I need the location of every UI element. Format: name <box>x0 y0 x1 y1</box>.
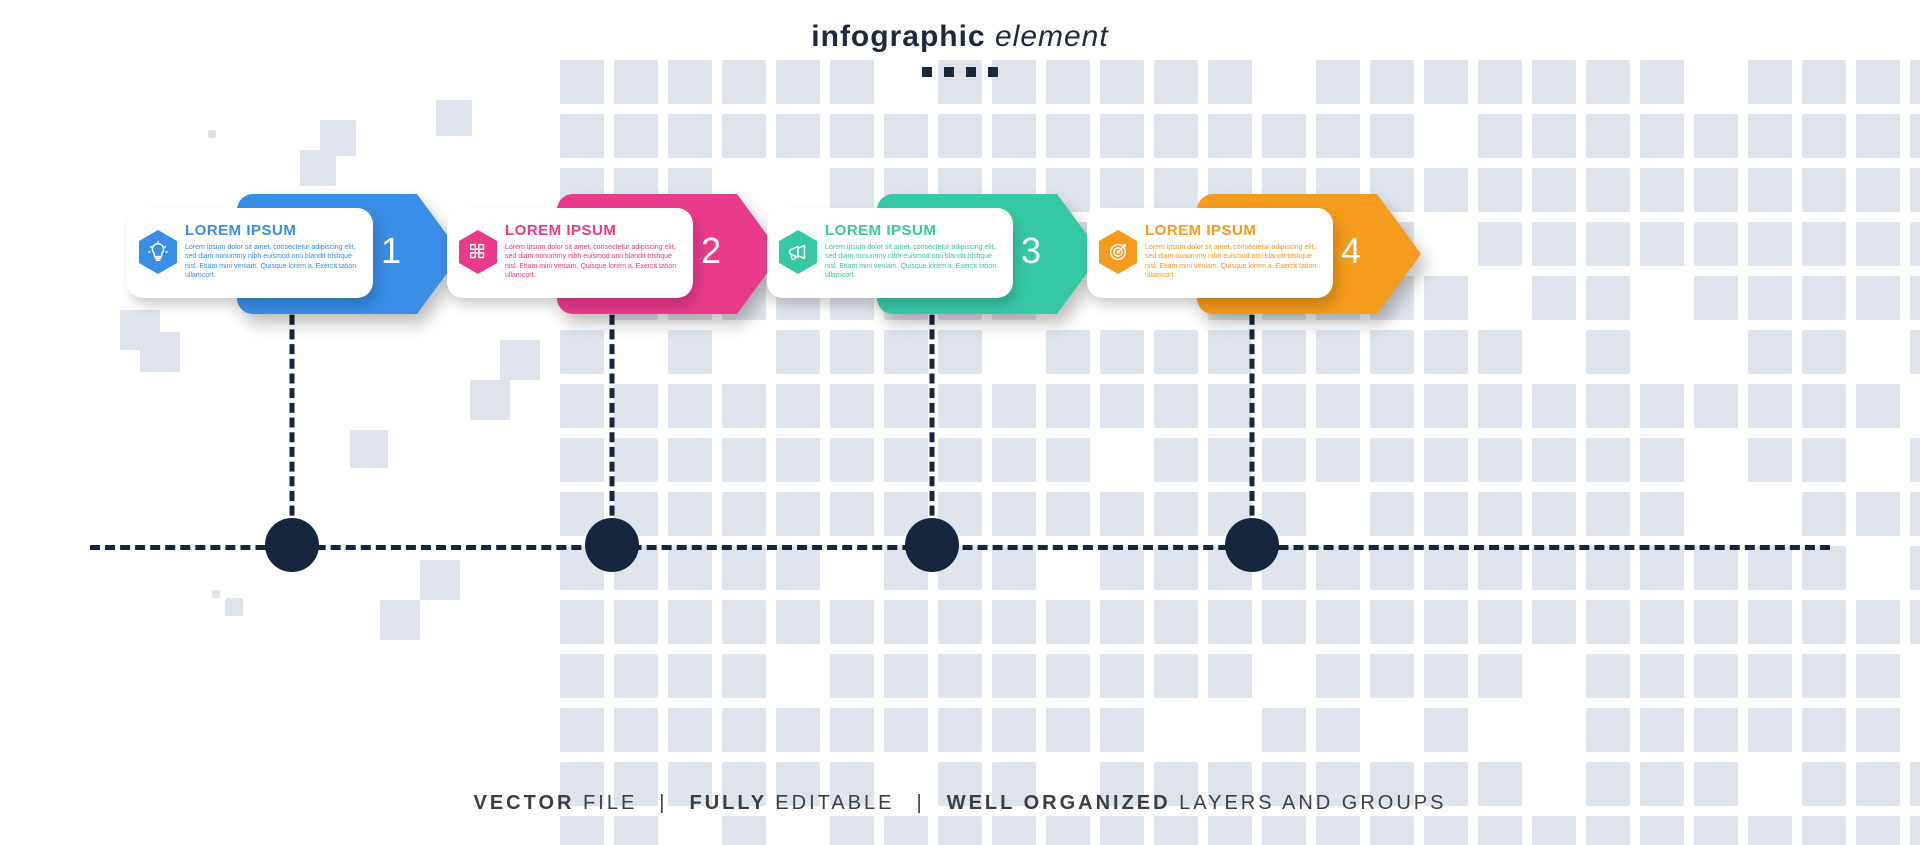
decor-dot <box>966 67 976 77</box>
footer-thin: LAYERS AND GROUPS <box>1179 792 1446 814</box>
title-word-1: infographic <box>811 20 985 53</box>
timeline-connector <box>610 300 615 545</box>
decor-dot <box>922 67 932 77</box>
footer-thin: EDITABLE <box>775 792 894 814</box>
timeline-node <box>905 518 959 572</box>
step-body: Lorem ipsum dolor sit amet, consectetur … <box>825 243 1003 281</box>
timeline-axis <box>90 545 1830 550</box>
page-title: infographic element <box>0 20 1920 54</box>
step-number: 4 <box>1341 230 1361 272</box>
timeline-node <box>585 518 639 572</box>
footer-strong: WELL ORGANIZED <box>947 792 1179 814</box>
footer-strong: FULLY <box>690 792 776 814</box>
step-title: LOREM IPSUM <box>1145 222 1323 239</box>
step-title: LOREM IPSUM <box>185 222 363 239</box>
step-number: 1 <box>381 230 401 272</box>
decor-dots <box>0 64 1920 82</box>
decor-dot <box>988 67 998 77</box>
timeline-connector <box>930 300 935 545</box>
step-body: Lorem ipsum dolor sit amet, consectetur … <box>185 243 363 281</box>
footer-thin: FILE <box>583 792 637 814</box>
title-word-2: element <box>995 20 1109 53</box>
footer-strong: VECTOR <box>474 792 584 814</box>
background-mosaic <box>0 0 1920 845</box>
step-title: LOREM IPSUM <box>505 222 683 239</box>
step-title: LOREM IPSUM <box>825 222 1003 239</box>
step-body: Lorem ipsum dolor sit amet, consectetur … <box>505 243 683 281</box>
infographic-stage: infographic element LOREM IPSUM Lorem ips… <box>0 0 1920 845</box>
footer-sep: | <box>917 792 925 814</box>
step-number: 2 <box>701 230 721 272</box>
timeline-node <box>265 518 319 572</box>
timeline-connector <box>1250 300 1255 545</box>
step-body: Lorem ipsum dolor sit amet, consectetur … <box>1145 243 1323 281</box>
decor-dot <box>944 67 954 77</box>
footer-sep: | <box>659 792 667 814</box>
timeline-node <box>1225 518 1279 572</box>
header: infographic element <box>0 20 1920 82</box>
step-number: 3 <box>1021 230 1041 272</box>
timeline-connector <box>290 300 295 545</box>
footer: VECTOR FILE | FULLY EDITABLE | WELL ORGANIZE… <box>0 792 1920 815</box>
